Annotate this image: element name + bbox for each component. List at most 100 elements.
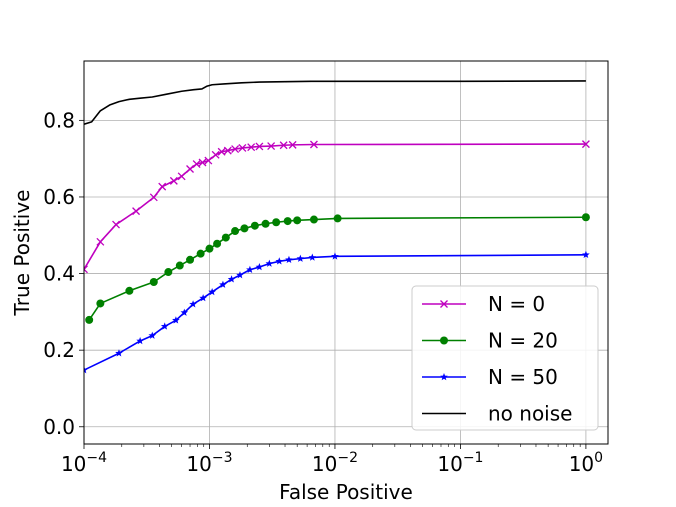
data-point-n-0 (211, 150, 220, 159)
data-point-n-0 (217, 147, 226, 156)
data-point-n-50 (199, 294, 207, 302)
x-axis-label: False Positive (279, 480, 413, 504)
data-point-n-50 (255, 263, 264, 271)
legend-marker (440, 336, 448, 345)
x-tick-label: 10−3 (186, 450, 232, 476)
data-point-n-50 (189, 300, 197, 308)
data-point-n-50 (219, 280, 227, 288)
plot-frame (83, 60, 609, 445)
data-point-n-50 (160, 322, 169, 330)
data-point-n-20 (205, 244, 214, 253)
data-point-n-50 (275, 257, 284, 265)
x-tick-label: 10−2 (312, 450, 358, 476)
series-layer (84, 80, 590, 374)
data-point-n-50 (115, 349, 123, 357)
data-point-n-20 (309, 215, 318, 224)
legend-label: N = 50 (488, 365, 558, 389)
data-point-n-0 (132, 207, 141, 216)
data-point-n-0 (223, 146, 232, 155)
data-point-n-50 (296, 254, 305, 262)
data-point-n-20 (96, 299, 105, 308)
legend-label: N = 0 (488, 292, 545, 316)
y-tick-label: 0.4 (43, 262, 75, 286)
series-n-20 (85, 213, 590, 324)
legend-label: N = 20 (488, 329, 558, 353)
data-point-n-50 (582, 250, 590, 259)
legend-item-n-20: N = 20 (422, 329, 558, 353)
legend-box (411, 285, 599, 431)
data-point-n-0 (186, 165, 194, 173)
data-point-n-20 (333, 214, 342, 223)
y-tick-label: 0.2 (43, 338, 75, 362)
y-tick-label: 0.8 (43, 108, 75, 132)
data-point-n-20 (581, 213, 590, 222)
legend: N = 0 N = 20 N = 50 no noise (411, 285, 599, 431)
data-point-n-20 (125, 286, 134, 295)
data-point-n-0 (204, 156, 213, 165)
data-point-n-0 (112, 220, 120, 229)
ticks: 10−4 10−3 10−2 10−1 100 0.0 0.2 0.4 0.6 0.8 (43, 108, 603, 476)
data-point-n-50 (285, 255, 293, 264)
legend-item-n-50: N = 50 (422, 365, 558, 389)
data-point-n-50 (148, 331, 157, 339)
y-axis-label: True Positive (10, 190, 34, 317)
data-point-n-50 (136, 336, 144, 345)
data-point-n-20 (186, 255, 195, 264)
data-point-n-0 (267, 142, 276, 150)
series-n-0 (84, 140, 590, 274)
data-point-n-20 (196, 249, 205, 258)
data-point-n-50 (236, 271, 244, 279)
data-point-n-0 (177, 172, 186, 181)
data-point-n-50 (265, 259, 274, 267)
series-n-50 (84, 250, 590, 374)
data-point-n-20 (85, 315, 94, 324)
series-no-noise (84, 80, 586, 125)
legend-marker (440, 373, 448, 381)
data-point-n-0 (238, 143, 247, 152)
x-tick-label: 10−4 (61, 450, 107, 476)
data-point-n-0 (288, 140, 297, 149)
legend-label: no noise (488, 402, 572, 426)
data-point-n-20 (250, 221, 259, 230)
data-point-n-50 (208, 287, 216, 296)
data-point-n-50 (84, 366, 88, 374)
data-point-n-20 (175, 261, 184, 270)
data-point-n-0 (247, 143, 256, 152)
data-point-n-0 (96, 237, 105, 246)
data-point-n-0 (198, 158, 207, 167)
data-point-n-20 (164, 268, 173, 277)
data-point-n-0 (255, 142, 264, 151)
legend-marker (440, 300, 448, 308)
data-point-n-0 (231, 145, 240, 154)
x-tick-label: 100 (569, 450, 603, 476)
data-point-n-50 (227, 275, 236, 283)
data-point-n-20 (221, 233, 230, 242)
data-point-n-20 (231, 227, 240, 236)
data-point-n-20 (261, 219, 270, 228)
data-point-n-20 (213, 239, 222, 248)
x-tick-label: 10−1 (437, 450, 483, 476)
data-point-n-0 (158, 182, 167, 191)
data-point-n-0 (581, 140, 590, 149)
data-point-n-50 (180, 308, 189, 316)
data-point-n-20 (240, 224, 249, 233)
data-point-n-20 (293, 216, 302, 225)
y-tick-label: 0.0 (43, 415, 75, 439)
data-point-n-0 (309, 140, 318, 149)
data-point-n-0 (169, 176, 178, 185)
data-point-n-0 (192, 160, 201, 168)
series-line-no-noise (84, 80, 586, 125)
y-tick-label: 0.6 (43, 185, 75, 209)
data-point-n-20 (283, 217, 292, 226)
series-line-n-50 (84, 254, 586, 371)
data-point-n-50 (172, 316, 180, 324)
data-point-n-20 (272, 218, 281, 227)
data-point-n-50 (331, 252, 339, 260)
legend-item-n-0: N = 0 (422, 292, 545, 316)
data-point-n-50 (246, 265, 254, 273)
data-point-n-20 (149, 277, 158, 286)
data-point-n-0 (149, 193, 158, 202)
data-point-n-50 (308, 253, 317, 261)
data-point-n-0 (84, 265, 88, 274)
